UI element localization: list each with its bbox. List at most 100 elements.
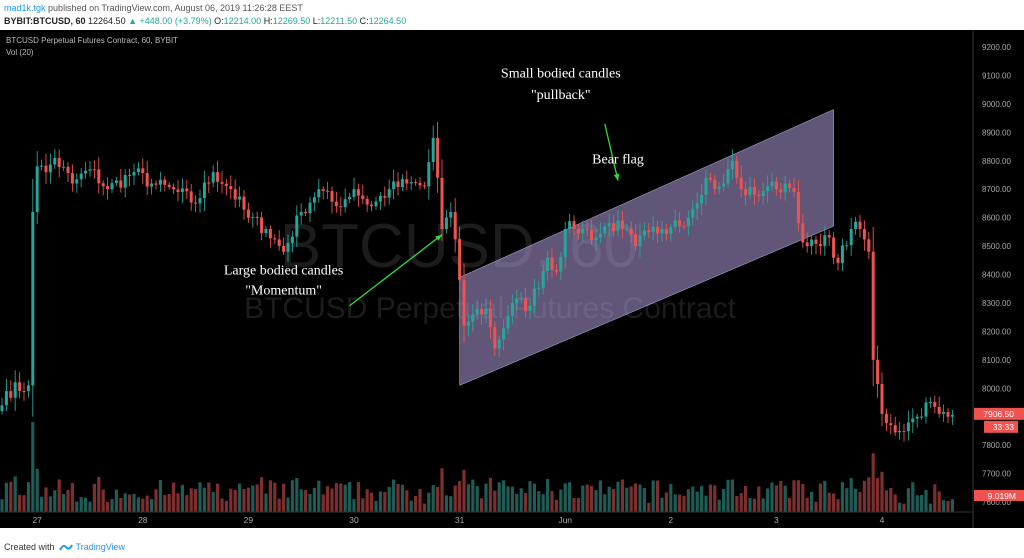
candle-body — [114, 180, 118, 184]
candle-body — [70, 173, 74, 184]
candle-body — [506, 316, 510, 329]
arrow-head — [435, 234, 442, 241]
tradingview-brand[interactable]: TradingView — [75, 542, 126, 552]
candle-body — [920, 416, 924, 418]
candle-body — [585, 229, 589, 230]
volume-bar — [158, 480, 162, 512]
ohlc-bar: BYBIT:BTCUSD, 60 12264.50 ▲ +448.00 (+3.… — [4, 16, 406, 26]
candle-body — [581, 229, 585, 234]
volume-bar — [686, 489, 690, 512]
volume-bar — [286, 497, 290, 512]
candle-body — [704, 177, 708, 195]
volume-bar — [44, 487, 48, 512]
volume-bar — [497, 482, 501, 512]
volume-bar — [634, 483, 638, 512]
volume-bar — [704, 495, 708, 512]
y-tick-label: 8900.00 — [982, 128, 1011, 137]
volume-bar — [365, 489, 369, 512]
volume-bar — [818, 483, 822, 512]
candle-body — [484, 308, 488, 315]
candle-body — [546, 257, 550, 271]
open-value: 12214.00 — [223, 16, 262, 26]
candle-body — [339, 206, 343, 208]
last-price-label: 7906.50 — [983, 409, 1014, 419]
price-chart[interactable]: BTCUSD, 60 BTCUSD Perpetual Futures Cont… — [0, 30, 1024, 528]
candle-body — [462, 280, 466, 326]
volume-bar — [436, 486, 440, 512]
candle-body — [198, 198, 202, 204]
candle-body — [805, 242, 809, 247]
volume-bar — [13, 476, 17, 512]
volume-bar — [255, 484, 259, 512]
volume-bar — [884, 490, 888, 512]
candle-body — [378, 195, 382, 202]
volume-bar — [576, 497, 580, 512]
y-tick-label: 7800.00 — [982, 441, 1011, 450]
volume-bar — [79, 497, 83, 512]
candle-body — [370, 204, 374, 207]
candle-body — [572, 221, 576, 229]
candle-body — [66, 166, 70, 174]
candle-body — [656, 226, 660, 234]
candle-body — [832, 237, 836, 258]
volume-bar — [185, 495, 189, 512]
volume-value-label: 9.019M — [988, 491, 1016, 501]
candle-body — [818, 243, 822, 247]
volume-bar — [840, 482, 844, 512]
x-tick-label: 30 — [349, 515, 359, 525]
x-tick-label: 4 — [880, 515, 885, 525]
candle-body — [0, 405, 4, 411]
volume-bar — [924, 489, 928, 512]
volume-bar — [343, 484, 347, 512]
volume-bar — [814, 501, 818, 512]
volume-bar — [660, 497, 664, 512]
candle-body — [862, 229, 866, 240]
volume-bar — [796, 480, 800, 512]
candle-body — [304, 211, 308, 214]
chart-title: BTCUSD Perpetual Futures Contract, 60, B… — [6, 36, 178, 45]
candle-body — [867, 239, 871, 252]
volume-bar — [673, 494, 677, 512]
candle-body — [515, 299, 519, 303]
candle-body — [563, 229, 567, 257]
volume-bar — [493, 490, 497, 512]
volume-bar — [730, 479, 734, 512]
volume-bar — [57, 479, 61, 512]
volume-bar — [233, 489, 237, 512]
candle-body — [255, 216, 259, 218]
candle-body — [616, 220, 620, 231]
candle-body — [326, 190, 330, 192]
volume-bar — [198, 482, 202, 512]
volume-bar — [488, 477, 492, 512]
volume-bar — [110, 499, 114, 512]
candle-body — [493, 327, 497, 349]
author-link[interactable]: mad1k.tgk — [4, 3, 46, 13]
volume-bar — [211, 492, 215, 512]
candle-body — [194, 202, 198, 204]
candle-body — [695, 203, 699, 209]
volume-bar — [172, 482, 176, 512]
volume-bar — [471, 479, 475, 512]
volume-bar — [484, 483, 488, 512]
candle-body — [365, 198, 369, 205]
candle-body — [31, 211, 35, 386]
candle-body — [400, 179, 404, 188]
volume-bar — [224, 500, 228, 512]
price-axis[interactable]: 9200.00 9100.00 9000.00 8900.00 8800.00 8700.… — [982, 43, 1011, 507]
candle-body — [220, 181, 224, 184]
candle-body — [669, 227, 673, 234]
volume-bar — [748, 498, 752, 512]
candle-body — [348, 196, 352, 200]
volume-bar — [295, 477, 299, 512]
time-axis[interactable]: 27 28 29 30 31 Jun 2 3 4 — [32, 515, 884, 525]
y-tick-label: 8000.00 — [982, 384, 1011, 393]
candle-body — [101, 183, 105, 187]
candle-body — [510, 302, 514, 317]
candle-body — [537, 288, 541, 290]
symbol: BYBIT:BTCUSD, 60 — [4, 16, 86, 26]
volume-bar — [528, 481, 532, 512]
candle-body — [418, 182, 422, 186]
candle-body — [625, 228, 629, 230]
candle-body — [352, 189, 356, 197]
candle-body — [629, 228, 633, 235]
